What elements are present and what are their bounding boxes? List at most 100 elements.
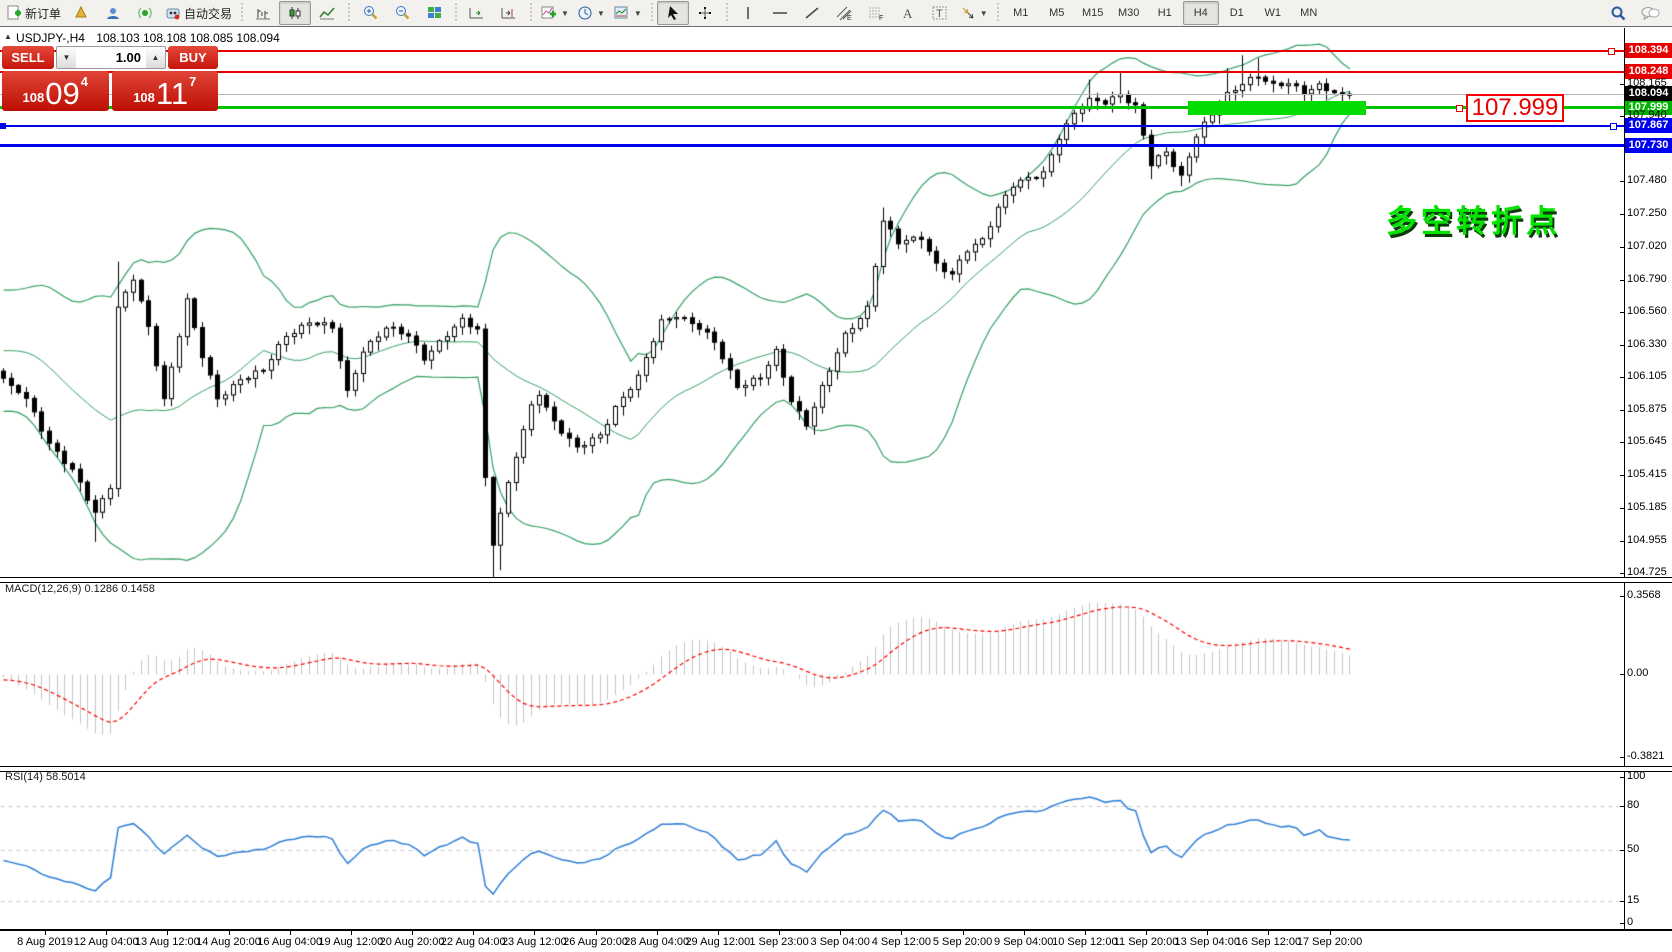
- macd-axis-label: 0.00: [1627, 667, 1649, 679]
- rsi-label: RSI(14) 58.5014: [5, 771, 86, 783]
- time-tick: [350, 931, 352, 935]
- rsi-tick: [1620, 923, 1624, 924]
- line-anchor-marker[interactable]: [0, 123, 6, 130]
- buy-button[interactable]: BUY: [168, 46, 218, 69]
- volume-input[interactable]: [76, 47, 146, 68]
- chart-canvas[interactable]: [0, 28, 1624, 931]
- price-line-label: 107.999: [1625, 99, 1672, 115]
- time-tick: [106, 931, 108, 935]
- periods-dropdown[interactable]: ▼: [573, 1, 609, 25]
- price-tick-label: 105.415: [1627, 468, 1667, 481]
- line-endpoint-marker[interactable]: [1610, 123, 1617, 131]
- price-tick-label: 107.940: [1627, 109, 1667, 121]
- sell-button[interactable]: SELL: [2, 46, 54, 69]
- text-icon: A: [901, 5, 915, 21]
- auto-scroll-button[interactable]: [461, 1, 493, 25]
- panel-separator[interactable]: [0, 766, 1672, 772]
- line-chart-button[interactable]: [311, 1, 343, 25]
- timeframe-button-m15[interactable]: M15: [1082, 7, 1104, 19]
- time-label: 17 Sep 20:00: [1296, 936, 1363, 948]
- time-label: 16 Sep 12:00: [1235, 936, 1302, 948]
- timeframe-button-m5[interactable]: M5: [1049, 7, 1065, 19]
- arrows-dropdown[interactable]: ▼: [956, 1, 992, 25]
- line-endpoint-marker[interactable]: [1456, 104, 1463, 112]
- autotrading-button[interactable]: 自动交易: [161, 1, 236, 25]
- collapse-arrow-icon[interactable]: ▲: [4, 32, 12, 41]
- price-tick-label: 106.105: [1627, 370, 1667, 383]
- horizontal-line-tool[interactable]: [764, 1, 796, 25]
- price-tick-label: 108.165: [1627, 77, 1667, 89]
- cursor-button[interactable]: [656, 1, 689, 25]
- timeframe-button-w1[interactable]: W1: [1264, 7, 1281, 19]
- rsi-name: RSI(14): [5, 771, 43, 783]
- label-tool[interactable]: T: [924, 1, 956, 25]
- shift-chart-icon: [500, 5, 518, 21]
- text-tool[interactable]: A: [892, 1, 924, 25]
- toolbar-separator: [452, 3, 460, 23]
- search-button[interactable]: [1602, 1, 1634, 25]
- rsi-axis-label: 0: [1627, 916, 1634, 928]
- channel-tool[interactable]: E: [828, 1, 860, 25]
- channel-icon: E: [835, 5, 853, 21]
- time-tick: [1023, 931, 1025, 935]
- panel-separator[interactable]: [0, 577, 1672, 583]
- time-tick: [228, 931, 230, 935]
- horizontal-line-108.248[interactable]: [0, 71, 1624, 74]
- line-endpoint-marker[interactable]: [1608, 48, 1615, 56]
- svg-text:T: T: [936, 8, 943, 20]
- new-order-button[interactable]: 新订单: [2, 1, 65, 25]
- horizontal-line-108.394[interactable]: [0, 50, 1624, 53]
- horizontal-line-107.999[interactable]: [0, 106, 1624, 110]
- time-axis[interactable]: 8 Aug 2019 12 Aug 04:00 13 Aug 12:00 14 Aug…: [0, 931, 1672, 952]
- dropdown-arrow-icon: ▼: [633, 8, 642, 18]
- price-callout-box[interactable]: 107.999: [1466, 93, 1564, 122]
- candlestick-button[interactable]: [279, 1, 312, 25]
- time-tick: [534, 931, 536, 935]
- timeframe-button-h1[interactable]: H1: [1157, 7, 1172, 19]
- volume-decrease-button[interactable]: ▼: [57, 47, 76, 68]
- price-tick: [1620, 377, 1624, 379]
- crosshair-button[interactable]: [689, 1, 721, 25]
- rsi-axis-label: 100: [1627, 770, 1646, 782]
- sell-price-tile[interactable]: 108 09 4: [2, 71, 109, 111]
- chart-title: USDJPY-,H4 108.103 108.108 108.085 108.0…: [16, 31, 280, 45]
- timeframe-button-mn[interactable]: MN: [1300, 7, 1318, 19]
- dropdown-arrow-icon: ▼: [979, 8, 988, 18]
- signals-icon: [137, 5, 153, 21]
- time-label: 4 Sep 12:00: [871, 936, 932, 948]
- tile-windows-button[interactable]: [418, 1, 450, 25]
- horizontal-line-icon: [771, 5, 789, 21]
- new-order-icon: [6, 5, 22, 21]
- profile-button[interactable]: [65, 1, 97, 25]
- indicators-dropdown[interactable]: ▼: [536, 1, 573, 25]
- fibonacci-tool[interactable]: F: [860, 1, 892, 25]
- price-tick-label: 105.875: [1627, 402, 1667, 415]
- price-axis[interactable]: 108.394 108.248 107.999 107.867 107.730 108.0…: [1625, 28, 1672, 931]
- time-label: 3 Sep 04:00: [810, 936, 870, 948]
- zoom-out-icon: [394, 5, 411, 21]
- timeframe-button-m1[interactable]: M1: [1013, 7, 1029, 19]
- timeframe-button-m30[interactable]: M30: [1118, 7, 1140, 19]
- time-label: 29 Aug 12:00: [685, 936, 751, 948]
- signals-button[interactable]: [129, 1, 161, 25]
- trendline-tool[interactable]: [796, 1, 828, 25]
- shift-chart-button[interactable]: [493, 1, 525, 25]
- community-button[interactable]: [97, 1, 129, 25]
- zoom-in-button[interactable]: [354, 1, 386, 25]
- vertical-line-tool[interactable]: [732, 1, 764, 25]
- buy-price-tile[interactable]: 108 11 7: [111, 71, 218, 111]
- zoom-out-button[interactable]: [386, 1, 418, 25]
- templates-dropdown[interactable]: ▼: [609, 1, 646, 25]
- chart-annotation-text[interactable]: 多空转折点: [1386, 204, 1561, 239]
- horizontal-line-107.730[interactable]: [0, 144, 1624, 148]
- timeframe-button-d1[interactable]: D1: [1229, 7, 1244, 19]
- timeframe-button-h4[interactable]: H4: [1182, 1, 1219, 25]
- indicators-icon: [540, 5, 557, 21]
- highlight-rectangle[interactable]: [1188, 101, 1366, 115]
- horizontal-line-107.867[interactable]: [0, 125, 1624, 128]
- volume-increase-button[interactable]: ▲: [146, 47, 165, 68]
- chat-button[interactable]: [1634, 1, 1666, 25]
- search-icon: [1609, 4, 1627, 22]
- bar-chart-button[interactable]: [247, 1, 279, 25]
- zoom-in-icon: [362, 5, 379, 21]
